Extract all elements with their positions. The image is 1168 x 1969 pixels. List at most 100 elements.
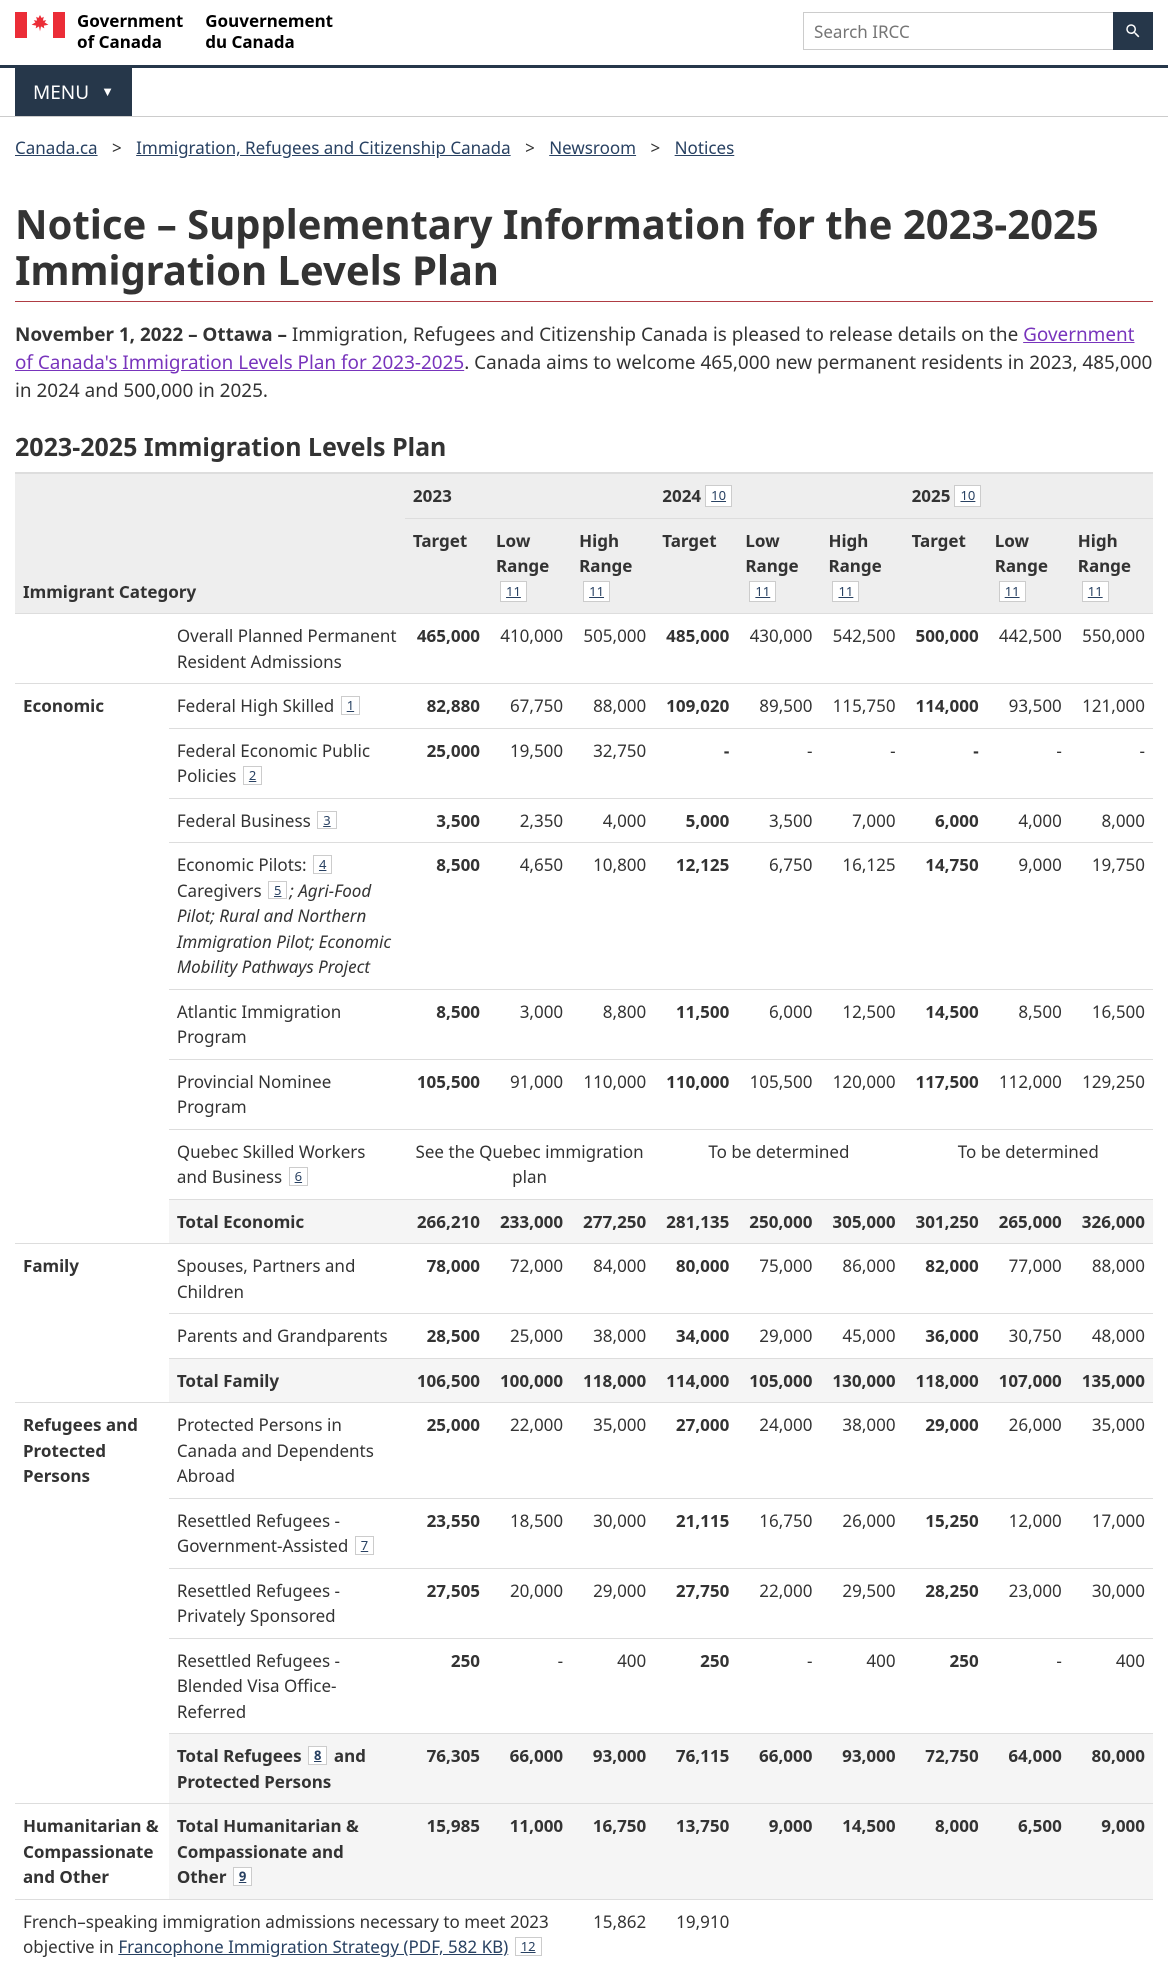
row-pp: Refugees and Protected Persons Protected…: [15, 1403, 1153, 1499]
cell-label: Total Refugees 8 and Protected Persons: [169, 1734, 405, 1804]
row-pgp: Parents and Grandparents 28,50025,00038,…: [15, 1314, 1153, 1359]
footnote-1-link[interactable]: 1: [341, 696, 360, 715]
cell-label: Quebec Skilled Workers and Business 6: [169, 1129, 405, 1199]
footnote-7-link[interactable]: 7: [355, 1536, 374, 1555]
th-high: High Range11: [1070, 518, 1153, 614]
gov-en-line2: of Canada: [77, 31, 183, 52]
th-low: Low Range11: [987, 518, 1070, 614]
footnote-5-link[interactable]: 5: [268, 881, 287, 900]
th-high: High Range11: [820, 518, 903, 614]
search-button[interactable]: [1113, 12, 1153, 50]
th-2025: 202510: [904, 473, 1153, 518]
footnote-8-link[interactable]: 8: [308, 1746, 327, 1765]
page-title: Notice – Supplementary Information for t…: [15, 201, 1153, 302]
row-french: French–speaking immigration admissions n…: [15, 1899, 1153, 1969]
cell-label: Overall Planned Permanent Resident Admis…: [169, 614, 405, 684]
row-fb: Federal Business 3 3,5002,3504,000 5,000…: [15, 798, 1153, 843]
row-total-economic: Total Economic 266,210233,000277,250 281…: [15, 1199, 1153, 1244]
breadcrumb-sep: >: [525, 136, 535, 159]
breadcrumb-dept[interactable]: Immigration, Refugees and Citizenship Ca…: [136, 136, 511, 159]
th-target: Target: [654, 518, 737, 614]
row-aip: Atlantic Immigration Program 8,5003,0008…: [15, 989, 1153, 1059]
footnote-3-link[interactable]: 3: [317, 811, 336, 830]
canada-flag-icon: [15, 12, 65, 38]
cell-label: French–speaking immigration admissions n…: [15, 1899, 571, 1969]
group-economic: Economic: [15, 684, 169, 1244]
menu-button[interactable]: MENU ▼: [15, 68, 132, 117]
cell-label: Total Economic: [169, 1199, 405, 1244]
site-header: Government of Canada Gouvernement du Can…: [15, 0, 1153, 65]
group-refugees: Refugees and Protected Persons: [15, 1403, 169, 1804]
footnote-4-link[interactable]: 4: [313, 855, 332, 874]
cell-label: Federal Business 3: [169, 798, 405, 843]
breadcrumb-home[interactable]: Canada.ca: [15, 136, 98, 159]
th-2023: 2023: [405, 473, 654, 518]
group-family: Family: [15, 1244, 169, 1403]
row-psr: Resettled Refugees - Privately Sponsored…: [15, 1568, 1153, 1638]
footnote-12-link[interactable]: 12: [515, 1937, 542, 1956]
cell-label: Resettled Refugees - Privately Sponsored: [169, 1568, 405, 1638]
footnote-2-link[interactable]: 2: [243, 766, 262, 785]
th-category: Immigrant Category: [15, 473, 405, 614]
francophone-strategy-link[interactable]: Francophone Immigration Strategy (PDF, 5…: [118, 1935, 508, 1958]
footnote-11-link[interactable]: 11: [999, 581, 1026, 603]
th-target: Target: [904, 518, 987, 614]
immigration-levels-table: Immigrant Category 2023 202410 202510 Ta…: [15, 472, 1153, 1969]
footnote-11-link[interactable]: 11: [1082, 581, 1109, 603]
cell-label: Resettled Refugees - Government-Assisted…: [169, 1498, 405, 1568]
th-low: Low Range11: [737, 518, 820, 614]
row-spc: Family Spouses, Partners and Children 78…: [15, 1244, 1153, 1314]
main-nav: MENU ▼: [0, 65, 1168, 118]
th-target: Target: [405, 518, 488, 614]
footnote-11-link[interactable]: 11: [749, 581, 776, 603]
government-logo: Government of Canada Gouvernement du Can…: [15, 10, 333, 53]
row-fepp: Federal Economic Public Policies 2 25,00…: [15, 728, 1153, 798]
cell-label: Total Family: [169, 1358, 405, 1403]
chevron-down-icon: ▼: [101, 82, 114, 102]
footnote-11-link[interactable]: 11: [832, 581, 859, 603]
cell-label: Federal High Skilled 1: [169, 684, 405, 729]
table-title: 2023-2025 Immigration Levels Plan: [15, 429, 1153, 467]
breadcrumb-sep: >: [112, 136, 122, 159]
gov-en-line1: Government: [77, 10, 183, 31]
row-bvor: Resettled Refugees - Blended Visa Office…: [15, 1638, 1153, 1734]
cell-label: Parents and Grandparents: [169, 1314, 405, 1359]
intro-dateline: November 1, 2022 – Ottawa –: [15, 321, 292, 347]
row-pnp: Provincial Nominee Program 105,50091,000…: [15, 1059, 1153, 1129]
gov-fr-line1: Gouvernement: [205, 10, 333, 31]
row-fhs: Economic Federal High Skilled 1 82,88067…: [15, 684, 1153, 729]
menu-label: MENU: [33, 78, 89, 107]
cell-label: Federal Economic Public Policies 2: [169, 728, 405, 798]
cell-label: Atlantic Immigration Program: [169, 989, 405, 1059]
th-low: Low Range11: [488, 518, 571, 614]
row-total-refugees: Total Refugees 8 and Protected Persons 7…: [15, 1734, 1153, 1804]
qc-span-2024: To be determined: [654, 1129, 903, 1199]
search-icon: [1124, 22, 1142, 40]
breadcrumb-sep: >: [650, 136, 660, 159]
footnote-11-link[interactable]: 11: [500, 581, 527, 603]
qc-span-2025: To be determined: [904, 1129, 1153, 1199]
breadcrumb-newsroom[interactable]: Newsroom: [549, 136, 636, 159]
row-total-hc: Humanitarian & Compassionate and Other T…: [15, 1804, 1153, 1900]
breadcrumb: Canada.ca > Immigration, Refugees and Ci…: [15, 117, 1153, 179]
cell-label: Protected Persons in Canada and Dependen…: [169, 1403, 405, 1499]
th-2024: 202410: [654, 473, 903, 518]
cell-label: Total Humanitarian & Compassionate and O…: [169, 1804, 405, 1900]
cell-label: Resettled Refugees - Blended Visa Office…: [169, 1638, 405, 1734]
row-qc: Quebec Skilled Workers and Business 6 Se…: [15, 1129, 1153, 1199]
cell-label: Provincial Nominee Program: [169, 1059, 405, 1129]
row-gar: Resettled Refugees - Government-Assisted…: [15, 1498, 1153, 1568]
footnote-11-link[interactable]: 11: [583, 581, 610, 603]
row-total-family: Total Family 106,500100,000118,000 114,0…: [15, 1358, 1153, 1403]
footnote-9-link[interactable]: 9: [233, 1867, 252, 1886]
intro-lead: Immigration, Refugees and Citizenship Ca…: [292, 321, 1023, 347]
footnote-10-link[interactable]: 10: [705, 485, 732, 507]
site-search: [803, 12, 1153, 50]
row-overall: Overall Planned Permanent Resident Admis…: [15, 614, 1153, 684]
footnote-10-link[interactable]: 10: [954, 485, 981, 507]
qc-span-2023: See the Quebec immigration plan: [405, 1129, 654, 1199]
breadcrumb-notices[interactable]: Notices: [675, 136, 735, 159]
search-input[interactable]: [803, 12, 1113, 50]
footnote-6-link[interactable]: 6: [289, 1167, 308, 1186]
th-high: High Range11: [571, 518, 654, 614]
